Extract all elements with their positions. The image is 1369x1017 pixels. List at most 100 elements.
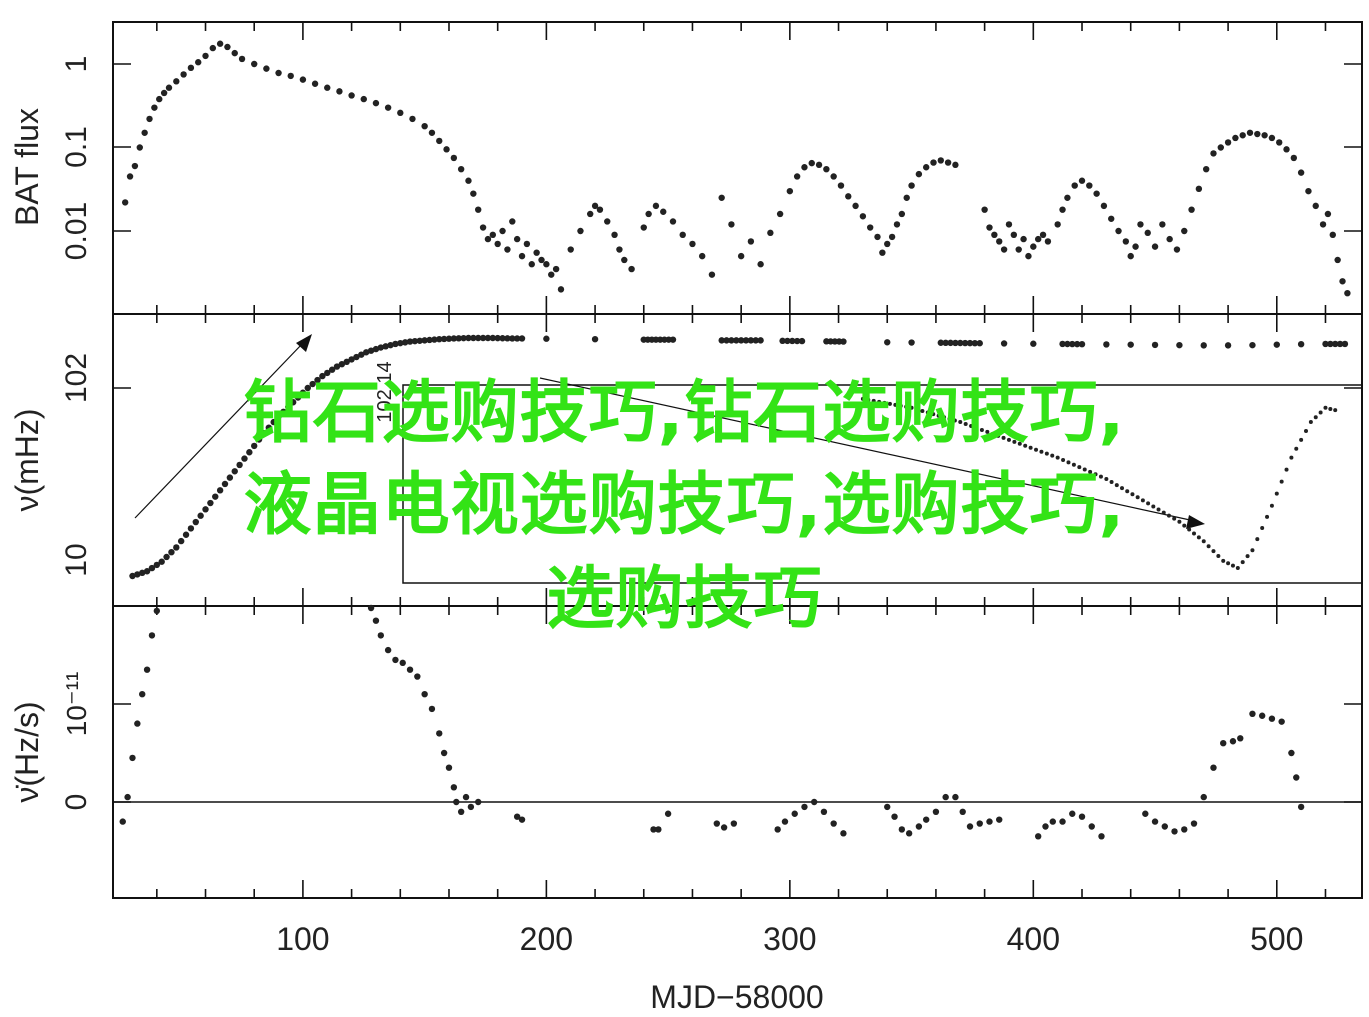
ytick-freq-102: 102 <box>60 353 93 403</box>
frequency-point <box>499 335 506 342</box>
frequency-inset-point <box>1166 513 1171 518</box>
frequency-point <box>377 344 385 351</box>
flux-point <box>852 202 859 210</box>
frequency-point <box>343 358 350 365</box>
derivative-point <box>129 754 136 762</box>
frequency-point <box>207 499 214 507</box>
flux-point <box>1144 229 1151 237</box>
frequency-point <box>737 337 745 344</box>
flux-point <box>224 43 231 51</box>
frequency-point <box>440 335 448 343</box>
frequency-point <box>401 339 409 346</box>
derivative-point <box>932 808 940 815</box>
flux-point <box>808 159 815 167</box>
frequency-inset-point <box>1182 523 1187 528</box>
derivative-point <box>922 816 930 823</box>
frequency-point <box>197 512 204 519</box>
derivative-point <box>1059 818 1066 825</box>
flux-point <box>372 99 380 107</box>
derivative-point <box>650 826 657 833</box>
frequency-inset-point <box>1023 443 1028 448</box>
arrow-rising <box>134 334 312 519</box>
flux-point <box>1254 130 1261 138</box>
flux-point <box>263 65 270 72</box>
flux-point <box>299 76 307 83</box>
frequency-inset-point <box>1071 462 1076 467</box>
flux-point <box>494 240 501 248</box>
frequency-point <box>976 340 983 347</box>
flux-point <box>1246 129 1254 136</box>
frequency-point <box>460 334 467 342</box>
frequency-point <box>908 339 915 346</box>
inset-tick-label: 102.14 <box>374 361 396 422</box>
derivative-point <box>1161 823 1168 830</box>
flux-point <box>436 137 443 145</box>
flux-point <box>173 78 180 85</box>
derivative-point <box>810 798 818 806</box>
flux-point <box>823 165 830 173</box>
frequency-inset-point <box>1001 435 1006 440</box>
xtick-label: 100 <box>276 921 329 957</box>
flux-point <box>1108 215 1115 222</box>
frequency-inset-point <box>1006 437 1011 442</box>
frequency-inset-point <box>893 402 898 407</box>
flux-point <box>479 224 487 231</box>
frequency-point <box>314 376 321 384</box>
flux-point <box>160 89 168 97</box>
derivative-point <box>1190 820 1198 827</box>
derivative-point <box>720 824 728 831</box>
flux-point <box>1044 238 1052 245</box>
flux-point <box>1166 235 1173 243</box>
derivative-point <box>450 784 458 791</box>
frequency-point <box>509 335 516 342</box>
flux-point <box>513 235 521 243</box>
frequency-inset-point <box>1328 406 1333 411</box>
derivative-point <box>1268 715 1276 722</box>
flux-point <box>698 252 706 260</box>
frequency-inset-point <box>936 413 941 418</box>
derivative-point <box>148 632 156 639</box>
derivative-point <box>440 749 448 757</box>
frequency-point <box>779 337 786 345</box>
flux-point <box>679 231 686 239</box>
derivative-point <box>898 826 906 833</box>
derivative-point <box>905 830 913 837</box>
frequency-point <box>957 339 964 347</box>
frequency-inset-point <box>1135 495 1140 500</box>
flux-point <box>567 246 574 253</box>
flux-point <box>604 218 611 225</box>
frequency-inset-point <box>996 433 1001 438</box>
frequency-point <box>747 337 755 344</box>
flux-point <box>397 109 404 117</box>
frequency-point <box>952 339 959 347</box>
flux-point <box>837 182 845 189</box>
frequency-inset-frame <box>402 384 1363 584</box>
frequency-point <box>966 339 974 347</box>
frequency-inset-point <box>947 416 952 421</box>
flux-point <box>1151 243 1159 250</box>
frequency-point <box>236 461 243 469</box>
flux-point <box>311 80 319 87</box>
frequency-point <box>665 336 672 343</box>
flux-point <box>1290 154 1298 162</box>
derivative-point <box>996 816 1003 823</box>
flux-point <box>1137 221 1144 228</box>
derivative-point <box>801 803 808 811</box>
flux-point <box>1039 231 1047 239</box>
flux-point <box>866 224 874 231</box>
flux-point <box>336 88 343 95</box>
flux-point <box>1210 150 1217 157</box>
derivative-point <box>1220 740 1227 747</box>
frequency-point <box>1103 341 1110 348</box>
flux-point <box>202 52 209 60</box>
flux-point <box>879 249 886 256</box>
frequency-point <box>411 337 419 345</box>
frequency-point <box>177 537 185 545</box>
derivative-point <box>475 798 482 806</box>
frequency-inset-point <box>952 418 957 423</box>
flux-point <box>628 265 635 273</box>
derivative-point <box>399 659 406 667</box>
derivative-point <box>384 646 392 654</box>
flux-point <box>611 231 618 239</box>
ylabel-frequency: ν(mHz) <box>9 408 45 511</box>
